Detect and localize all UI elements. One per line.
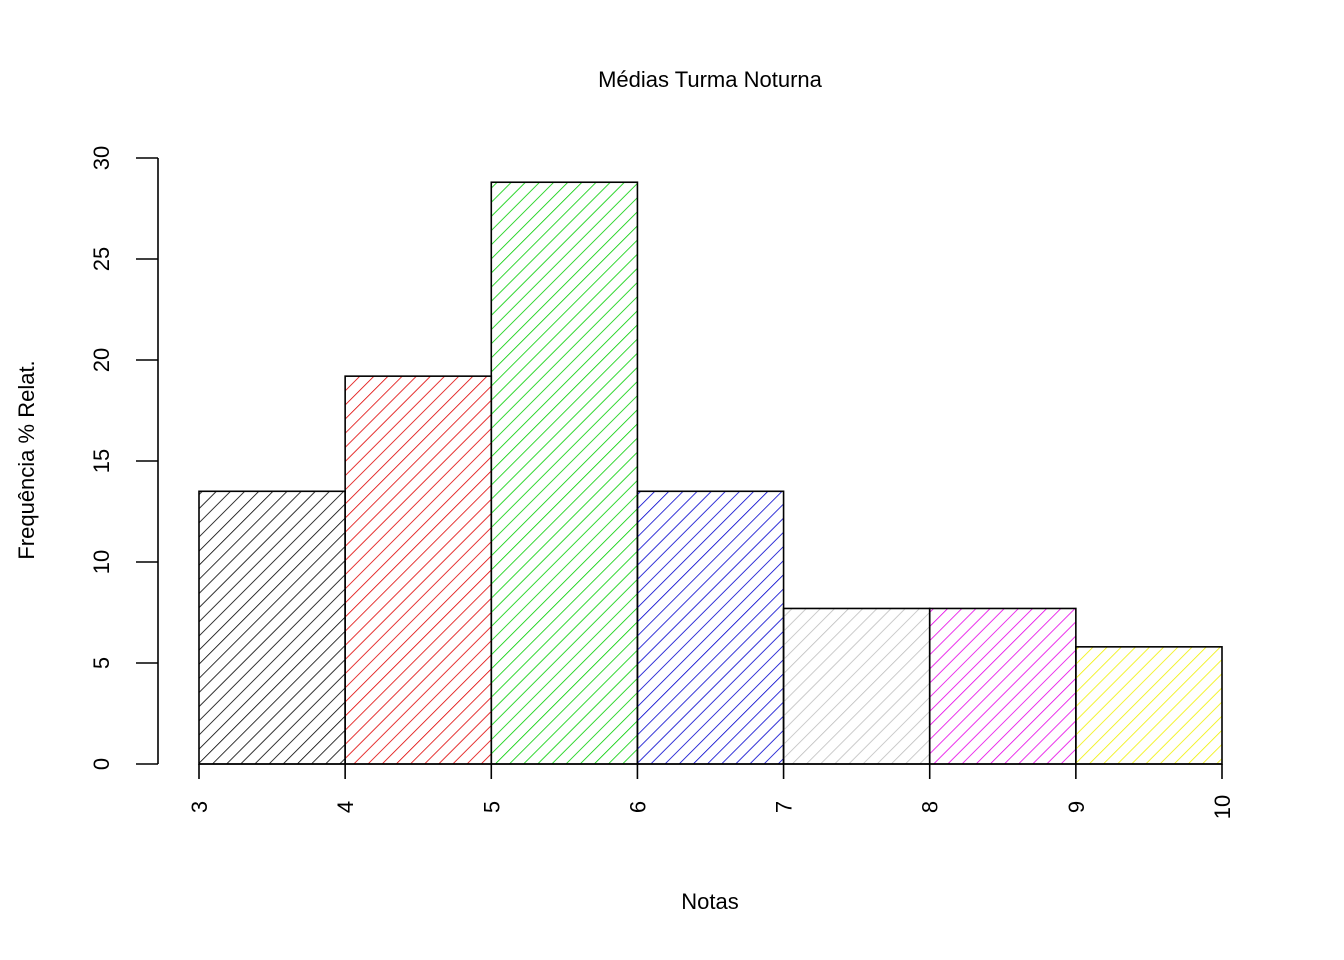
x-tick-label: 5 <box>479 801 504 813</box>
y-tick-label: 10 <box>89 550 114 574</box>
histogram-bar <box>490 181 639 765</box>
y-tick-label: 30 <box>89 146 114 170</box>
x-axis-title: Notas <box>681 889 738 914</box>
x-tick-label: 4 <box>333 801 358 813</box>
x-tick-label: 7 <box>772 801 797 813</box>
chart-title: Médias Turma Noturna <box>598 67 823 92</box>
bars-group <box>198 181 1223 765</box>
x-tick-label: 6 <box>625 801 650 813</box>
histogram-bar <box>344 375 493 765</box>
histogram-bar <box>636 490 785 765</box>
histogram-bar <box>928 607 1077 765</box>
histogram-bar <box>1075 646 1223 765</box>
y-tick-label: 15 <box>89 449 114 473</box>
y-tick-label: 0 <box>89 758 114 770</box>
x-tick-label: 8 <box>918 801 943 813</box>
y-tick-label: 25 <box>89 247 114 271</box>
histogram-bar <box>782 607 931 765</box>
y-tick-label: 20 <box>89 348 114 372</box>
histogram-bar <box>198 490 346 765</box>
y-axis: 0 5 10 15 20 25 30 <box>89 146 159 770</box>
y-axis-title: Frequência % Relat. <box>14 360 39 559</box>
y-tick-label: 5 <box>89 657 114 669</box>
x-tick-label: 10 <box>1210 795 1235 819</box>
x-tick-label: 9 <box>1064 801 1089 813</box>
x-axis: 3 4 5 6 7 8 9 10 <box>187 763 1235 819</box>
x-tick-label: 3 <box>187 801 212 813</box>
